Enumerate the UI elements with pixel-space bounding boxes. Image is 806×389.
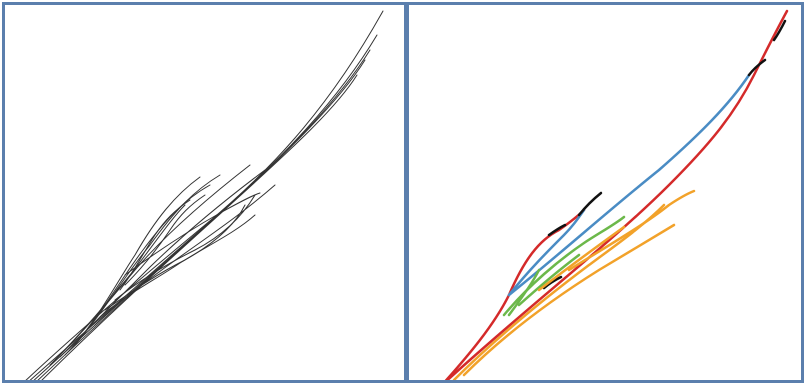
black-segment-5 bbox=[542, 275, 563, 290]
red-line-long bbox=[445, 9, 789, 380]
green-line-3 bbox=[507, 268, 541, 317]
black-segment-3 bbox=[772, 19, 787, 42]
black-segment-4 bbox=[547, 223, 567, 237]
left-line-18 bbox=[124, 192, 261, 276]
left-line-1 bbox=[25, 10, 384, 380]
black-segment-1 bbox=[577, 191, 603, 217]
orange-line-2 bbox=[462, 223, 676, 377]
panel-right bbox=[406, 2, 804, 383]
blue-line-long bbox=[507, 73, 751, 297]
left-line-5 bbox=[41, 74, 358, 380]
left-line-17 bbox=[59, 169, 266, 358]
green-line-2 bbox=[517, 253, 581, 307]
blue-line-short bbox=[507, 208, 586, 297]
left-line-14 bbox=[124, 194, 206, 286]
right-lines-svg bbox=[444, 9, 789, 380]
left-line-12 bbox=[114, 194, 256, 301]
left-line-16 bbox=[54, 164, 251, 361]
left-line-2 bbox=[29, 34, 378, 380]
left-line-15 bbox=[49, 204, 186, 366]
black-segment-2 bbox=[747, 58, 767, 77]
left-lines-svg bbox=[25, 10, 384, 380]
orange-line-3 bbox=[567, 189, 696, 272]
orange-line-4 bbox=[537, 225, 626, 292]
left-line-11 bbox=[104, 204, 246, 311]
panel-left bbox=[2, 2, 407, 383]
left-line-8 bbox=[74, 174, 221, 346]
red-line-branch bbox=[444, 208, 586, 380]
